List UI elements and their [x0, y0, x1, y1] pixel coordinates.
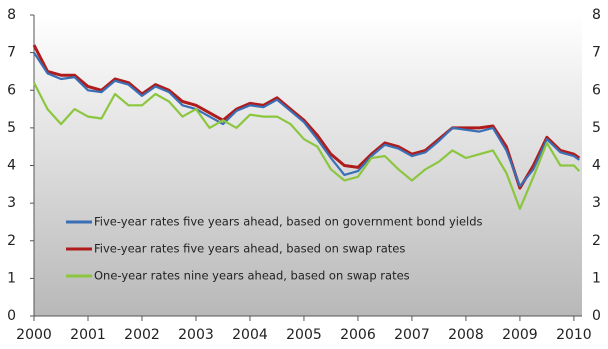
x-tick-label: 2007: [394, 327, 430, 343]
y-tick-label: 4: [7, 158, 16, 174]
series-line: [33, 51, 580, 188]
series-line: [32, 44, 581, 190]
x-tick-label: 2003: [178, 327, 214, 343]
y2-tick-label: 8: [592, 7, 601, 23]
x-tick-label: 2008: [448, 327, 484, 343]
y2-tick-label: 7: [592, 45, 601, 61]
x-tick-label: 2002: [124, 327, 160, 343]
y2-tick-label: 1: [592, 270, 601, 286]
y2-tick-label: 6: [592, 82, 601, 98]
series-line: [33, 82, 581, 210]
legend-label: Five-year rates five years ahead, based …: [94, 242, 405, 256]
x-tick-label: 2006: [340, 327, 376, 343]
plot-background: [34, 15, 582, 316]
y-tick-label: 7: [7, 45, 16, 61]
x-tick-label: 2000: [16, 327, 52, 343]
x-tick-label: 2004: [232, 327, 268, 343]
legend-label: Five-year rates five years ahead, based …: [94, 215, 483, 229]
y2-tick-label: 5: [592, 120, 601, 136]
x-tick-label: 2010: [556, 327, 592, 343]
y-tick-label: 2: [7, 233, 16, 249]
y-tick-label: 8: [7, 7, 16, 23]
legend-label: One-year rates nine years ahead, based o…: [94, 269, 410, 283]
y2-tick-label: 3: [592, 195, 601, 211]
x-tick-label: 2005: [286, 327, 322, 343]
y2-tick-label: 0: [592, 308, 601, 324]
y-tick-label: 1: [7, 270, 16, 286]
y-tick-label: 0: [7, 308, 16, 324]
y-tick-label: 6: [7, 82, 16, 98]
x-tick-label: 2009: [502, 327, 538, 343]
y2-tick-label: 2: [592, 233, 601, 249]
y-tick-label: 5: [7, 120, 16, 136]
y-tick-label: 3: [7, 195, 16, 211]
x-tick-label: 2001: [70, 327, 106, 343]
y2-tick-label: 4: [592, 158, 601, 174]
